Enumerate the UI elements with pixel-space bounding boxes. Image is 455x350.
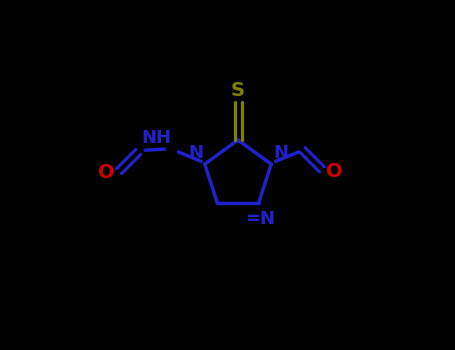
- Text: N: N: [188, 145, 203, 162]
- Text: O: O: [326, 162, 343, 181]
- Text: =N: =N: [245, 210, 275, 228]
- Text: NH: NH: [142, 129, 172, 147]
- Text: S: S: [231, 81, 245, 100]
- Text: N: N: [273, 145, 288, 162]
- Text: O: O: [98, 163, 115, 182]
